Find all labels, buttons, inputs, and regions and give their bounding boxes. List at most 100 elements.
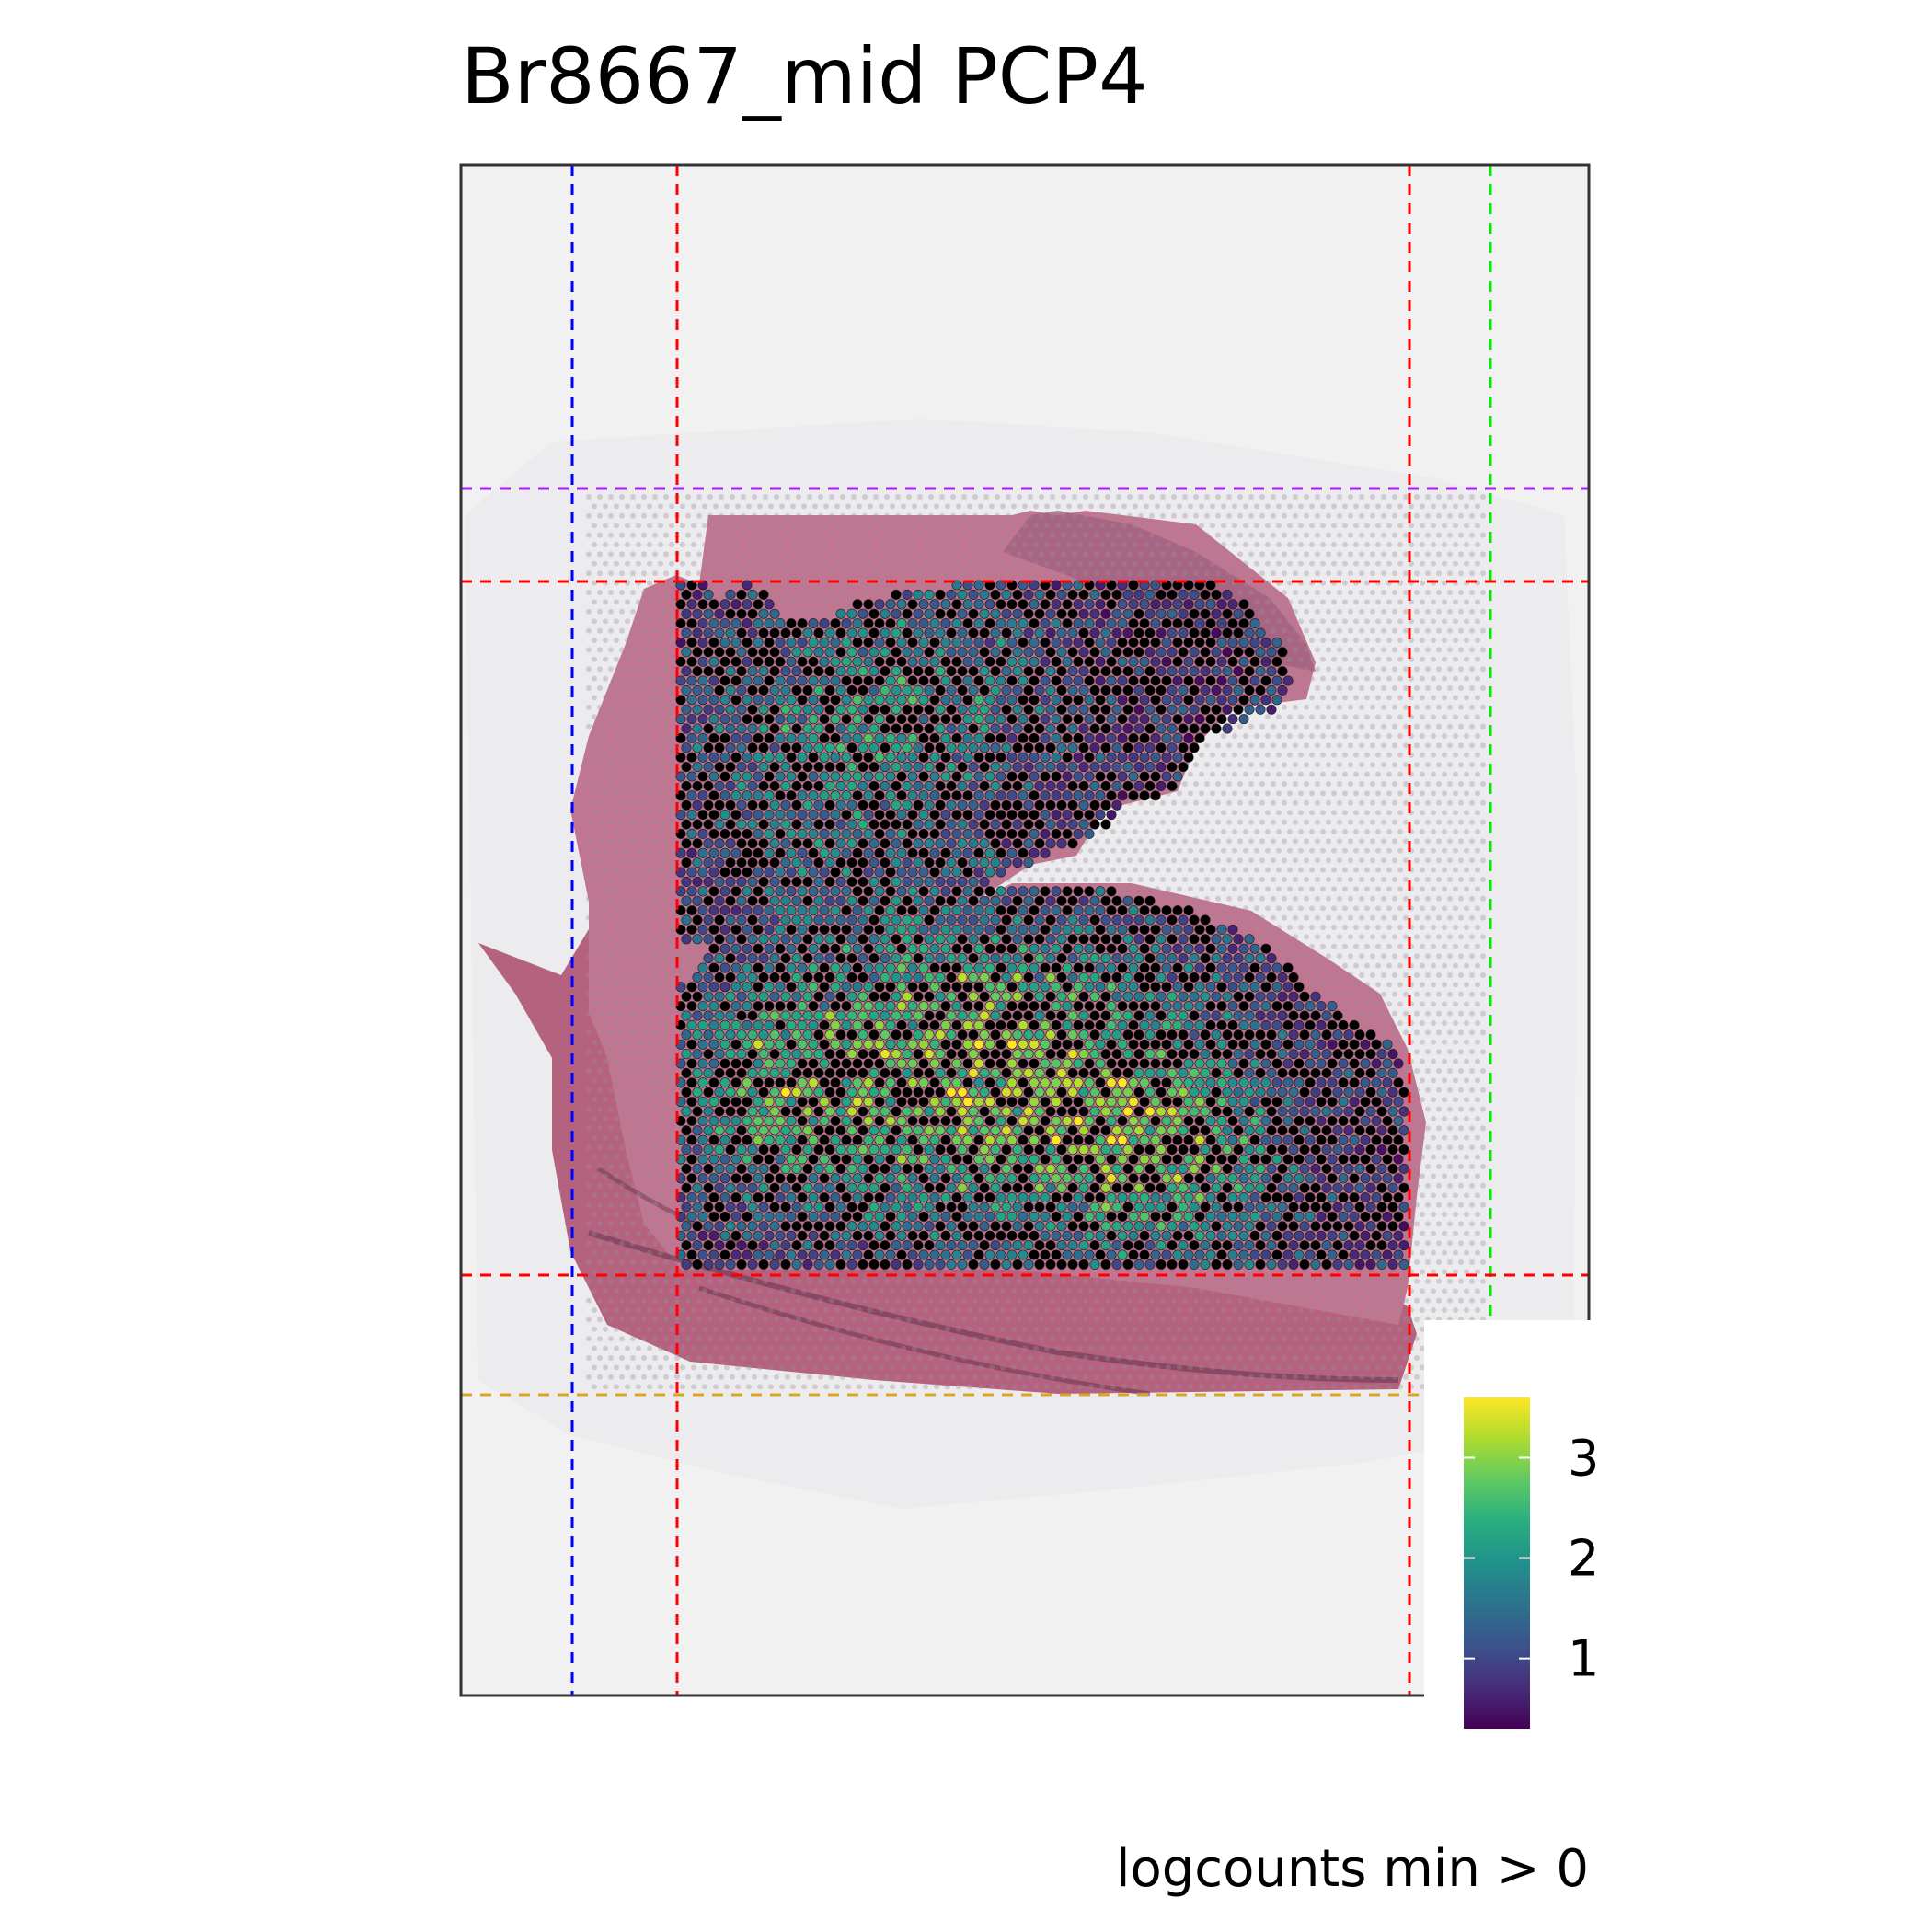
background-spot-2906 — [785, 1297, 790, 1304]
background-spot-2324 — [1464, 1020, 1469, 1026]
background-spot-126 — [1077, 503, 1083, 510]
spot-1039 — [1172, 771, 1183, 782]
background-spot-1587 — [1304, 819, 1309, 825]
background-spot-1621 — [1199, 829, 1204, 834]
spot-931 — [1006, 752, 1018, 763]
background-spot-3403 — [873, 1355, 879, 1361]
spot-66 — [675, 599, 686, 610]
background-spot-3388 — [707, 1355, 713, 1361]
background-spot-1642 — [1431, 829, 1436, 834]
background-spot-1657 — [1105, 838, 1110, 845]
background-spot-3444 — [1326, 1355, 1331, 1361]
background-spot-943 — [630, 627, 636, 634]
spot-709 — [730, 714, 742, 725]
background-spot-2819 — [724, 1288, 730, 1294]
spot-1051 — [802, 780, 813, 791]
background-spot-2299 — [1414, 1010, 1420, 1017]
background-spot-2083 — [1304, 934, 1309, 940]
spot-1158 — [1001, 799, 1012, 811]
spot-34 — [758, 589, 769, 600]
background-spot-2263 — [592, 1001, 597, 1007]
spot-884 — [1012, 742, 1023, 753]
background-spot-2965 — [1436, 1297, 1442, 1304]
background-spot-2072 — [608, 934, 614, 940]
spot-1107 — [918, 790, 929, 801]
spot-268 — [719, 637, 730, 648]
background-spot-1600 — [1447, 819, 1453, 825]
background-spot-1152 — [608, 704, 614, 710]
background-spot-659 — [663, 570, 669, 577]
background-spot-478 — [1364, 542, 1370, 547]
background-spot-3475 — [768, 1364, 774, 1371]
background-spot-2274 — [1364, 1001, 1370, 1007]
background-spot-3170 — [1000, 1326, 1006, 1332]
background-spot-2153 — [1414, 953, 1420, 960]
background-spot-3059 — [674, 1317, 680, 1323]
background-spot-558 — [1348, 551, 1353, 558]
background-spot-3068 — [774, 1317, 779, 1323]
background-spot-847 — [779, 599, 785, 605]
spot-977 — [1001, 762, 1012, 773]
background-spot-2624 — [636, 1212, 641, 1217]
spot-536 — [1249, 675, 1260, 686]
background-spot-1246 — [1243, 733, 1248, 739]
background-spot-3419 — [1050, 1355, 1055, 1361]
background-spot-2862 — [1199, 1288, 1204, 1294]
spot-1058 — [880, 780, 891, 791]
spot-802 — [1189, 723, 1200, 734]
spot-508 — [940, 675, 951, 686]
spot-999 — [730, 771, 742, 782]
background-spot-3007 — [1000, 1307, 1006, 1313]
background-spot-1499 — [1248, 799, 1254, 806]
background-spot-1906 — [1199, 886, 1204, 892]
background-spot-2890 — [608, 1297, 614, 1304]
spot-386 — [808, 656, 819, 667]
spot-809 — [708, 732, 719, 743]
background-spot-3040 — [1364, 1307, 1370, 1313]
background-spot-3427 — [1138, 1355, 1144, 1361]
background-spot-3470 — [713, 1364, 719, 1371]
spot-923 — [918, 752, 929, 763]
background-spot-919 — [1265, 618, 1271, 625]
background-spot-894 — [1315, 608, 1320, 615]
background-spot-2475 — [647, 1116, 652, 1121]
spot-662 — [813, 704, 824, 715]
spot-53 — [1089, 589, 1100, 600]
background-spot-2755 — [917, 1278, 923, 1284]
background-spot-2982 — [724, 1307, 730, 1313]
background-spot-574 — [625, 560, 630, 567]
background-spot-2456 — [597, 1106, 603, 1112]
spot-289 — [951, 637, 962, 648]
spot-718 — [830, 714, 841, 725]
background-spot-1716 — [1243, 847, 1248, 854]
background-spot-1924 — [1397, 886, 1403, 892]
background-spot-78 — [1447, 494, 1453, 500]
background-spot-3451 — [1403, 1355, 1409, 1361]
background-spot-1176 — [1480, 704, 1486, 710]
spot-107 — [1205, 599, 1216, 610]
background-spot-207 — [1072, 512, 1077, 519]
background-spot-1328 — [1386, 752, 1392, 758]
background-spot-3158 — [868, 1326, 873, 1332]
background-spot-2245 — [652, 991, 658, 997]
background-spot-739 — [647, 580, 652, 586]
background-spot-1789 — [614, 867, 619, 873]
background-spot-628 — [1221, 560, 1226, 567]
background-spot-1078 — [647, 675, 652, 682]
spot-282 — [874, 637, 885, 648]
background-spot-112 — [923, 503, 928, 510]
background-spot-909 — [1480, 608, 1486, 615]
background-spot-1630 — [1298, 829, 1304, 834]
background-spot-2077 — [663, 934, 669, 940]
background-spot-241 — [1447, 512, 1453, 519]
spot-227 — [857, 627, 868, 638]
background-spot-200 — [995, 512, 1000, 519]
spot-817 — [797, 732, 808, 743]
background-spot-1500 — [1259, 799, 1265, 806]
background-spot-1761 — [1204, 857, 1210, 864]
background-spot-2236 — [1453, 982, 1458, 988]
spot-174 — [852, 618, 863, 629]
spot-491 — [753, 675, 764, 686]
spot-247 — [1078, 627, 1089, 638]
background-spot-2589 — [1480, 1182, 1486, 1189]
